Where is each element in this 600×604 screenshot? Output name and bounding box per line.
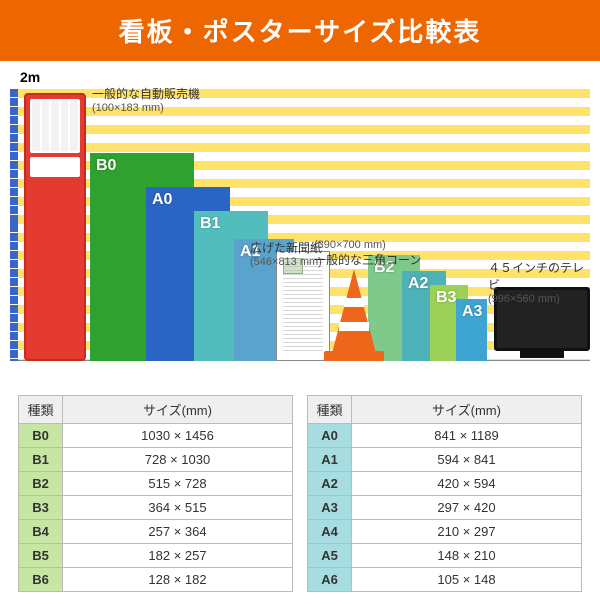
cell-size: 210 × 297 [352, 520, 582, 544]
cell-label: B0 [19, 424, 63, 448]
cell-label: A6 [308, 568, 352, 592]
cell-label: B5 [19, 544, 63, 568]
cell-size: 182 × 257 [63, 544, 293, 568]
cell-size: 257 × 364 [63, 520, 293, 544]
table-row: B5182 × 257 [19, 544, 293, 568]
cell-size: 297 × 420 [352, 496, 582, 520]
paper-label-B1: B1 [200, 215, 220, 233]
table-row: A4210 × 297 [308, 520, 582, 544]
traffic-cone [330, 269, 378, 361]
cell-size: 1030 × 1456 [63, 424, 293, 448]
comparison-chart: 2m 1m 一般的な自動販売機 (100×183 mm) B0A0B1A1B2A… [10, 71, 590, 381]
table-row: A1594 × 841 [308, 448, 582, 472]
cell-label: A2 [308, 472, 352, 496]
cell-label: A0 [308, 424, 352, 448]
page-title: 看板・ポスターサイズ比較表 [0, 0, 600, 61]
cell-label: B3 [19, 496, 63, 520]
table-row: B1728 × 1030 [19, 448, 293, 472]
paper-label-A2: A2 [408, 275, 428, 293]
paper-label-B3: B3 [436, 289, 456, 307]
cell-size: 515 × 728 [63, 472, 293, 496]
cell-size: 420 × 594 [352, 472, 582, 496]
paper-label-B0: B0 [96, 157, 116, 175]
cell-label: B4 [19, 520, 63, 544]
cell-size: 105 × 148 [352, 568, 582, 592]
table-row: A6105 × 148 [308, 568, 582, 592]
th-size: サイズ(mm) [352, 396, 582, 424]
newspaper-annotation-above: 広げた新聞紙 (546×813 mm) [250, 239, 322, 268]
table-row: B3364 × 515 [19, 496, 293, 520]
table-row: B2515 × 728 [19, 472, 293, 496]
cell-label: A5 [308, 544, 352, 568]
cell-size: 728 × 1030 [63, 448, 293, 472]
th-type: 種類 [19, 396, 63, 424]
table-row: B4257 × 364 [19, 520, 293, 544]
paper-label-A0: A0 [152, 191, 172, 209]
table-row: A3297 × 420 [308, 496, 582, 520]
th-type: 種類 [308, 396, 352, 424]
ruler-label-2m: 2m [20, 69, 40, 85]
cell-size: 148 × 210 [352, 544, 582, 568]
items-layer: 一般的な自動販売機 (100×183 mm) B0A0B1A1B2A2B3A3 … [18, 89, 590, 361]
cell-label: B6 [19, 568, 63, 592]
paper-A3: A3 [456, 299, 487, 361]
table-row: B01030 × 1456 [19, 424, 293, 448]
paper-label-A3: A3 [462, 303, 482, 321]
tv-annotation: ４５インチのテレビ (996×560 mm) [488, 259, 590, 305]
vending-annotation: 一般的な自動販売機 (100×183 mm) [92, 85, 200, 114]
th-size: サイズ(mm) [63, 396, 293, 424]
cell-size: 594 × 841 [352, 448, 582, 472]
cell-size: 841 × 1189 [352, 424, 582, 448]
b-series-table: 種類 サイズ(mm) B01030 × 1456B1728 × 1030B251… [18, 395, 293, 592]
cell-label: B2 [19, 472, 63, 496]
vending-machine [24, 93, 86, 361]
cone-annotation: (390×700 mm) 一般的な三角コーン [314, 239, 421, 268]
cell-label: A4 [308, 520, 352, 544]
cell-label: A3 [308, 496, 352, 520]
table-row: A5148 × 210 [308, 544, 582, 568]
size-tables: 種類 サイズ(mm) B01030 × 1456B1728 × 1030B251… [0, 381, 600, 604]
cell-size: 128 × 182 [63, 568, 293, 592]
cell-label: B1 [19, 448, 63, 472]
table-row: A2420 × 594 [308, 472, 582, 496]
a-series-table: 種類 サイズ(mm) A0841 × 1189A1594 × 841A2420 … [307, 395, 582, 592]
cell-label: A1 [308, 448, 352, 472]
table-row: A0841 × 1189 [308, 424, 582, 448]
table-row: B6128 × 182 [19, 568, 293, 592]
cell-size: 364 × 515 [63, 496, 293, 520]
